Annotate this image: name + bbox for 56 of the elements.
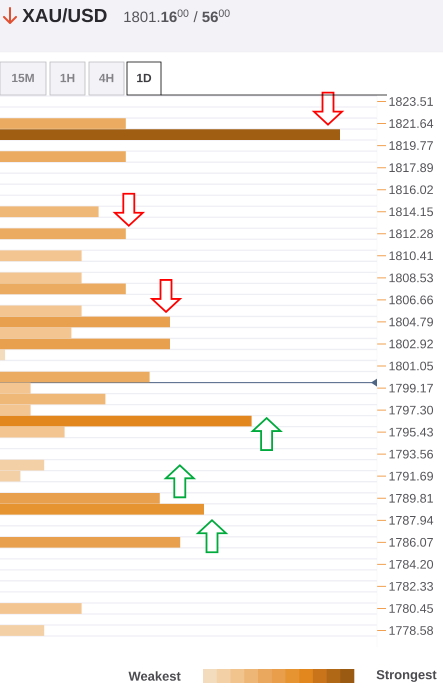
bar: [0, 129, 340, 140]
y-tick-label: 1812.28: [389, 229, 433, 238]
bar: [0, 328, 72, 338]
bar: [0, 284, 126, 294]
y-tick-label: 1778.58: [389, 626, 433, 635]
bar: [0, 272, 82, 284]
bar: [0, 151, 126, 162]
y-tick-label: 1780.45: [389, 604, 434, 613]
bar: [0, 250, 82, 262]
y-tick-label: 1816.02: [389, 185, 433, 194]
bar: [0, 426, 65, 438]
bar: [0, 228, 126, 240]
y-tick-label: 1808.53: [389, 273, 433, 282]
text: 15M: [12, 74, 34, 82]
y-tick-label: 1823.51: [389, 97, 433, 106]
chart-subtitle: 1801.16$^{00}$ / 56$^{00}$: [124, 9, 230, 22]
bar: [0, 536, 180, 548]
bar: [0, 316, 170, 328]
bar: [0, 394, 106, 404]
y-tick-label: 1817.89: [389, 163, 433, 172]
y-tick-label: 1791.69: [389, 472, 433, 481]
y-tick-label: 1799.17: [389, 384, 433, 393]
bar: [0, 350, 6, 360]
chart-title: XAU/USD: [22, 8, 107, 22]
y-tick-label: 1782.33: [389, 582, 433, 591]
y-tick-label: 1806.66: [389, 296, 433, 304]
y-tick-label: 1797.30: [389, 406, 434, 415]
text: 1D: [137, 74, 152, 82]
bar: [0, 603, 82, 614]
y-tick-label: 1784.20: [389, 560, 434, 569]
bar: [0, 504, 204, 515]
text: Weakest: [128, 671, 181, 681]
y-tick-label: 1787.94: [389, 516, 434, 525]
y-tick-label: 1804.79: [389, 318, 433, 326]
y-tick-label: 1819.77: [389, 141, 433, 150]
bar: [0, 338, 170, 350]
bar: [0, 404, 31, 416]
bar: [0, 372, 150, 382]
y-tick-label: 1789.81: [389, 494, 433, 503]
y-tick-label: 1793.56: [389, 450, 433, 459]
bar: [0, 382, 31, 394]
y-tick-label: 1814.15: [389, 207, 434, 216]
text: 1H: [60, 74, 74, 82]
y-tick-label: 1802.92: [389, 340, 433, 348]
y-tick-label: 1810.41: [389, 251, 433, 260]
text: 4H: [99, 74, 114, 82]
y-tick-label: 1786.07: [389, 538, 433, 547]
bar: [0, 206, 99, 218]
y-tick-label: 1795.43: [389, 428, 433, 437]
text: Strongest: [376, 670, 436, 682]
y-tick-label: 1801.05: [389, 362, 434, 370]
y-tick-label: 1821.64: [389, 119, 434, 128]
bar: [0, 306, 82, 316]
bar: [0, 118, 126, 129]
bar: [0, 492, 160, 504]
bar: [0, 625, 44, 636]
